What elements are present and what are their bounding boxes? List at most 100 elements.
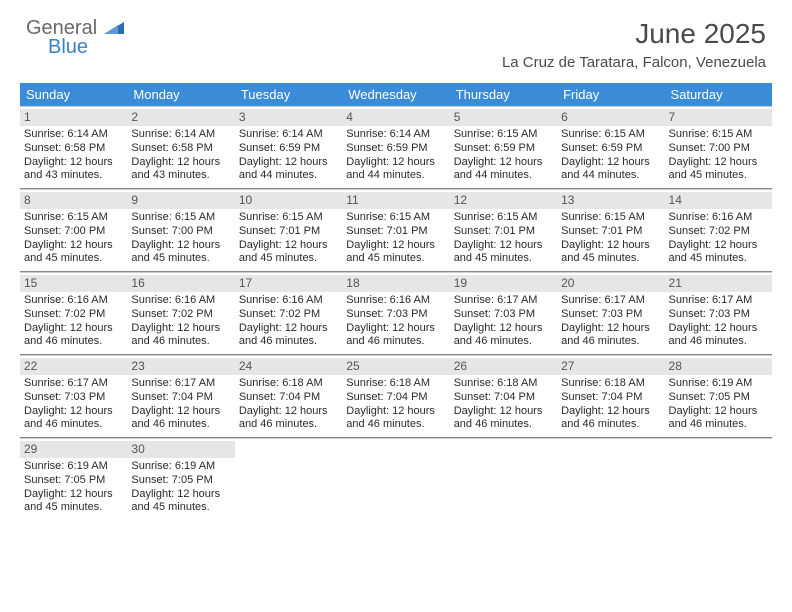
- calendar-week-row: 15Sunrise: 6:16 AMSunset: 7:02 PMDayligh…: [20, 272, 772, 355]
- calendar-day-cell: 22Sunrise: 6:17 AMSunset: 7:03 PMDayligh…: [20, 355, 127, 437]
- sunset-line: Sunset: 7:01 PM: [454, 225, 553, 239]
- day-number: 7: [665, 109, 772, 126]
- sunset-line: Sunset: 7:00 PM: [669, 142, 768, 156]
- weekday-header: Tuesday: [235, 83, 342, 106]
- daylight-line: Daylight: 12 hours and 45 minutes.: [24, 488, 123, 516]
- weekday-header: Thursday: [450, 83, 557, 106]
- sunset-line: Sunset: 7:02 PM: [24, 308, 123, 322]
- day-number: 10: [235, 192, 342, 209]
- sunrise-line: Sunrise: 6:14 AM: [239, 128, 338, 142]
- title-block: June 2025 La Cruz de Taratara, Falcon, V…: [502, 18, 766, 71]
- calendar-day-cell: 7Sunrise: 6:15 AMSunset: 7:00 PMDaylight…: [665, 106, 772, 188]
- calendar-day-cell: [450, 438, 557, 520]
- sunrise-line: Sunrise: 6:16 AM: [239, 294, 338, 308]
- calendar-day-cell: 10Sunrise: 6:15 AMSunset: 7:01 PMDayligh…: [235, 189, 342, 271]
- daylight-line: Daylight: 12 hours and 46 minutes.: [239, 405, 338, 433]
- month-title: June 2025: [502, 18, 766, 50]
- calendar-day-cell: 18Sunrise: 6:16 AMSunset: 7:03 PMDayligh…: [342, 272, 449, 354]
- calendar-day-cell: 21Sunrise: 6:17 AMSunset: 7:03 PMDayligh…: [665, 272, 772, 354]
- sunset-line: Sunset: 7:02 PM: [669, 225, 768, 239]
- sunrise-line: Sunrise: 6:15 AM: [454, 211, 553, 225]
- day-number: 20: [557, 275, 664, 292]
- sunset-line: Sunset: 7:05 PM: [24, 474, 123, 488]
- sunrise-line: Sunrise: 6:16 AM: [669, 211, 768, 225]
- sunset-line: Sunset: 7:04 PM: [131, 391, 230, 405]
- sunrise-line: Sunrise: 6:15 AM: [24, 211, 123, 225]
- daylight-line: Daylight: 12 hours and 46 minutes.: [239, 322, 338, 350]
- day-number: 17: [235, 275, 342, 292]
- calendar-grid: SundayMondayTuesdayWednesdayThursdayFrid…: [20, 83, 772, 520]
- calendar-week-row: 1Sunrise: 6:14 AMSunset: 6:58 PMDaylight…: [20, 106, 772, 189]
- calendar-day-cell: 2Sunrise: 6:14 AMSunset: 6:58 PMDaylight…: [127, 106, 234, 188]
- calendar-day-cell: [342, 438, 449, 520]
- daylight-line: Daylight: 12 hours and 46 minutes.: [24, 322, 123, 350]
- sunset-line: Sunset: 7:05 PM: [669, 391, 768, 405]
- calendar-day-cell: 12Sunrise: 6:15 AMSunset: 7:01 PMDayligh…: [450, 189, 557, 271]
- sunset-line: Sunset: 7:03 PM: [454, 308, 553, 322]
- calendar-day-cell: 8 Sunrise: 6:15 AMSunset: 7:00 PMDaylight…: [20, 189, 127, 271]
- calendar-day-cell: 25Sunrise: 6:18 AMSunset: 7:04 PMDayligh…: [342, 355, 449, 437]
- day-number: 6: [557, 109, 664, 126]
- sunrise-line: Sunrise: 6:14 AM: [346, 128, 445, 142]
- weekday-header: Wednesday: [342, 83, 449, 106]
- daylight-line: Daylight: 12 hours and 46 minutes.: [24, 405, 123, 433]
- sunset-line: Sunset: 7:01 PM: [561, 225, 660, 239]
- calendar-day-cell: 24Sunrise: 6:18 AMSunset: 7:04 PMDayligh…: [235, 355, 342, 437]
- brand-triangle-icon: [104, 20, 124, 39]
- day-number: 9: [127, 192, 234, 209]
- daylight-line: Daylight: 12 hours and 45 minutes.: [24, 239, 123, 267]
- weekday-header: Friday: [557, 83, 664, 106]
- sunrise-line: Sunrise: 6:15 AM: [561, 211, 660, 225]
- calendar-day-cell: 23Sunrise: 6:17 AMSunset: 7:04 PMDayligh…: [127, 355, 234, 437]
- day-number: 16: [127, 275, 234, 292]
- day-number: 15: [20, 275, 127, 292]
- day-number: 14: [665, 192, 772, 209]
- sunrise-line: Sunrise: 6:16 AM: [346, 294, 445, 308]
- day-number: 8: [20, 192, 127, 209]
- sunrise-line: Sunrise: 6:15 AM: [346, 211, 445, 225]
- sunset-line: Sunset: 7:01 PM: [346, 225, 445, 239]
- calendar-day-cell: 27Sunrise: 6:18 AMSunset: 7:04 PMDayligh…: [557, 355, 664, 437]
- calendar-day-cell: 14Sunrise: 6:16 AMSunset: 7:02 PMDayligh…: [665, 189, 772, 271]
- day-number: 26: [450, 358, 557, 375]
- daylight-line: Daylight: 12 hours and 43 minutes.: [131, 156, 230, 184]
- sunrise-line: Sunrise: 6:14 AM: [24, 128, 123, 142]
- sunrise-line: Sunrise: 6:15 AM: [669, 128, 768, 142]
- sunset-line: Sunset: 7:00 PM: [24, 225, 123, 239]
- calendar-day-cell: 16Sunrise: 6:16 AMSunset: 7:02 PMDayligh…: [127, 272, 234, 354]
- calendar-week-row: 8Sunrise: 6:15 AMSunset: 7:00 PMDaylight…: [20, 189, 772, 272]
- day-number: 23: [127, 358, 234, 375]
- calendar-day-cell: 3Sunrise: 6:14 AMSunset: 6:59 PMDaylight…: [235, 106, 342, 188]
- sunset-line: Sunset: 7:04 PM: [346, 391, 445, 405]
- weekday-header-row: SundayMondayTuesdayWednesdayThursdayFrid…: [20, 83, 772, 106]
- day-number: 24: [235, 358, 342, 375]
- sunrise-line: Sunrise: 6:15 AM: [131, 211, 230, 225]
- sunrise-line: Sunrise: 6:17 AM: [561, 294, 660, 308]
- daylight-line: Daylight: 12 hours and 46 minutes.: [669, 322, 768, 350]
- calendar-day-cell: 26Sunrise: 6:18 AMSunset: 7:04 PMDayligh…: [450, 355, 557, 437]
- sunrise-line: Sunrise: 6:18 AM: [454, 377, 553, 391]
- daylight-line: Daylight: 12 hours and 46 minutes.: [454, 322, 553, 350]
- calendar-week-row: 22Sunrise: 6:17 AMSunset: 7:03 PMDayligh…: [20, 355, 772, 438]
- calendar-day-cell: 28Sunrise: 6:19 AMSunset: 7:05 PMDayligh…: [665, 355, 772, 437]
- day-number: 27: [557, 358, 664, 375]
- sunset-line: Sunset: 7:04 PM: [239, 391, 338, 405]
- day-number: 29: [20, 441, 127, 458]
- day-number: 28: [665, 358, 772, 375]
- daylight-line: Daylight: 12 hours and 45 minutes.: [346, 239, 445, 267]
- weeks-container: 1Sunrise: 6:14 AMSunset: 6:58 PMDaylight…: [20, 106, 772, 520]
- brand-line2: Blue: [48, 37, 124, 57]
- weekday-header: Saturday: [665, 83, 772, 106]
- day-number: 30: [127, 441, 234, 458]
- daylight-line: Daylight: 12 hours and 46 minutes.: [346, 322, 445, 350]
- day-number: 1: [20, 109, 127, 126]
- calendar-day-cell: 5Sunrise: 6:15 AMSunset: 6:59 PMDaylight…: [450, 106, 557, 188]
- day-number: 19: [450, 275, 557, 292]
- sunset-line: Sunset: 7:03 PM: [346, 308, 445, 322]
- sunrise-line: Sunrise: 6:14 AM: [131, 128, 230, 142]
- calendar-week-row: 29Sunrise: 6:19 AMSunset: 7:05 PMDayligh…: [20, 438, 772, 520]
- sunrise-line: Sunrise: 6:15 AM: [561, 128, 660, 142]
- calendar-day-cell: [235, 438, 342, 520]
- calendar-day-cell: [557, 438, 664, 520]
- sunset-line: Sunset: 7:03 PM: [669, 308, 768, 322]
